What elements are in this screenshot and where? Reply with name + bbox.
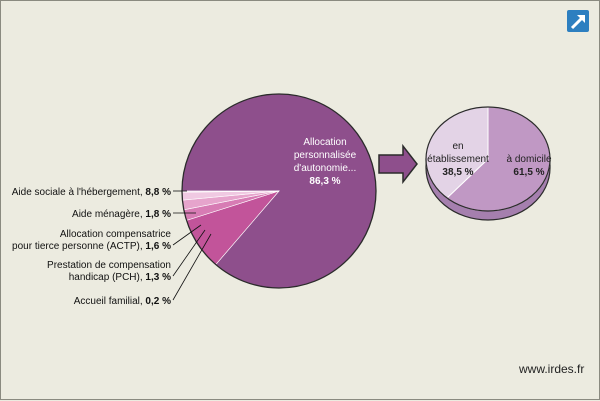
expand-arrow-icon[interactable] — [567, 10, 589, 32]
pch-leader-line — [172, 229, 206, 277]
aide-menagere-callout-label: Aide ménagère, 1,8 % — [72, 209, 171, 220]
pch-callout-line-2: handicap (PCH), 1,3 % — [69, 272, 171, 283]
pch-callout-line-1: Prestation de compensation — [47, 260, 171, 271]
etablissement-value: 38,5 % — [442, 167, 473, 178]
etablissement-label-line-2: établissement — [427, 154, 489, 165]
accueil-leader-line — [172, 233, 212, 301]
detail-etablissement-label: en établissement 38,5 % — [427, 141, 489, 178]
apa-label-line-1: Allocation — [303, 137, 346, 148]
detail-pie-outline — [425, 106, 551, 212]
detail-domicile-label: à domicile 61,5 % — [506, 154, 551, 178]
apa-label-line-2: personnalisée — [294, 150, 357, 161]
leader-lines — [172, 190, 212, 301]
domicile-label: à domicile — [506, 154, 551, 165]
callout-labels: Aide sociale à l'hébergement, 8,8 % Aide… — [12, 187, 172, 307]
actp-callout-line-2: pour tierce personne (ACTP), 1,6 % — [12, 241, 171, 252]
etablissement-label-line-1: en — [452, 141, 463, 152]
apa-label-line-3: d'autonomie... — [294, 163, 357, 174]
apa-value: 86,3 % — [309, 176, 340, 187]
accueil-callout-label: Accueil familial, 0,2 % — [74, 296, 171, 307]
apa-slice-label: Allocation personnalisée d'autonomie... … — [294, 137, 357, 187]
detail-pie — [425, 106, 551, 221]
domicile-value: 61,5 % — [513, 167, 544, 178]
watermark: www.irdes.fr — [518, 362, 584, 376]
arrow-to-detail-pie — [378, 143, 418, 185]
actp-leader-line — [172, 224, 202, 246]
ash-callout-label: Aide sociale à l'hébergement, 8,8 % — [12, 187, 171, 198]
main-pie — [181, 93, 377, 289]
actp-callout-line-1: Allocation compensatrice — [60, 229, 172, 240]
